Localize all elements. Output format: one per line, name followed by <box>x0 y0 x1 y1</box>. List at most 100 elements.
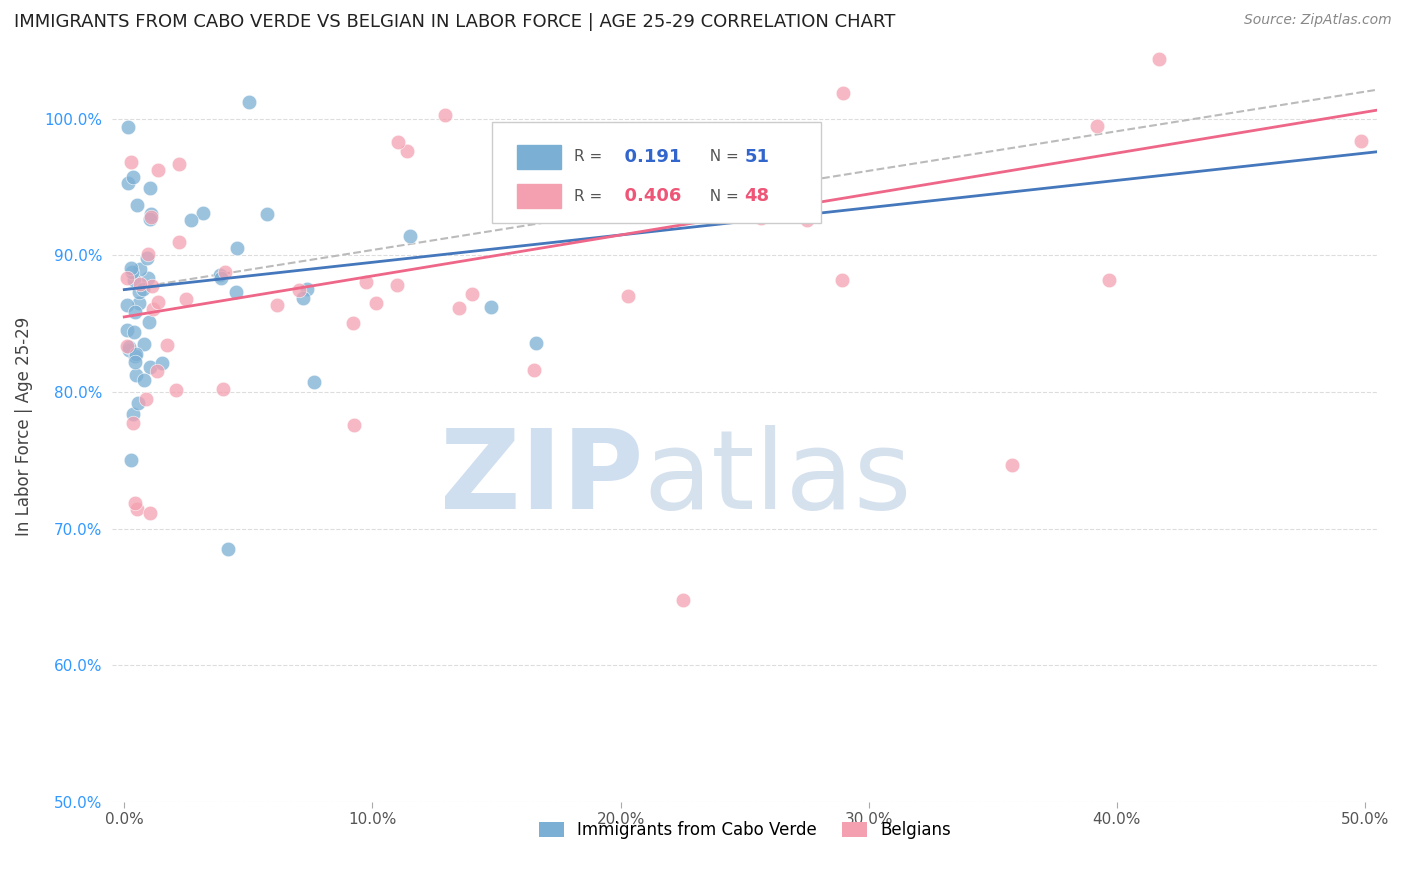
Point <box>139 207 162 221</box>
Point <box>796 212 818 227</box>
Point <box>128 285 150 300</box>
Point <box>434 108 457 122</box>
Point <box>214 265 236 279</box>
Point <box>1085 120 1108 134</box>
Point <box>124 355 146 369</box>
Point <box>226 242 249 256</box>
Point <box>150 356 173 370</box>
Point <box>118 340 141 354</box>
Point <box>115 298 138 312</box>
Point <box>167 235 190 250</box>
Point <box>342 316 364 330</box>
Point <box>134 392 156 406</box>
Point <box>385 278 408 293</box>
Point <box>134 337 156 351</box>
Point <box>125 368 148 382</box>
Point <box>387 136 409 150</box>
Point <box>136 251 159 265</box>
Point <box>136 271 159 285</box>
Text: atlas: atlas <box>644 425 912 533</box>
Text: 51: 51 <box>745 148 769 166</box>
Point <box>1098 273 1121 287</box>
Text: IMMIGRANTS FROM CABO VERDE VS BELGIAN IN LABOR FORCE | AGE 25-29 CORRELATION CHA: IMMIGRANTS FROM CABO VERDE VS BELGIAN IN… <box>14 13 896 31</box>
Point <box>209 271 232 285</box>
Point <box>115 323 138 337</box>
Point <box>142 302 165 317</box>
Text: 0.191: 0.191 <box>612 148 681 166</box>
Point <box>354 275 377 289</box>
Point <box>120 453 142 467</box>
Point <box>167 157 190 171</box>
Text: N =: N = <box>700 189 744 204</box>
Point <box>120 155 142 169</box>
Point <box>523 363 546 377</box>
Point <box>139 212 162 227</box>
Point <box>124 349 146 363</box>
FancyBboxPatch shape <box>492 122 821 223</box>
Point <box>141 278 163 293</box>
Point <box>124 304 146 318</box>
Point <box>115 339 138 353</box>
Point <box>209 268 232 283</box>
Y-axis label: In Labor Force | Age 25-29: In Labor Force | Age 25-29 <box>15 317 32 536</box>
Point <box>396 144 419 158</box>
Point <box>121 265 143 279</box>
Point <box>124 325 146 339</box>
Text: N =: N = <box>700 150 744 164</box>
Point <box>115 270 138 285</box>
Point <box>136 247 159 261</box>
Bar <box>517 185 561 209</box>
Point <box>672 592 695 607</box>
Point <box>1350 134 1372 148</box>
Point <box>212 382 235 396</box>
Point <box>616 289 638 303</box>
Point <box>191 205 214 219</box>
Point <box>120 260 142 275</box>
Point <box>461 287 484 301</box>
Point <box>256 207 278 221</box>
Bar <box>517 145 561 169</box>
Point <box>225 285 247 299</box>
Point <box>124 347 146 361</box>
Point <box>129 261 152 276</box>
Point <box>288 283 311 297</box>
Point <box>165 383 187 397</box>
Point <box>139 210 162 224</box>
Point <box>524 336 547 351</box>
Text: ZIP: ZIP <box>440 425 644 533</box>
Text: 48: 48 <box>745 187 770 205</box>
Point <box>398 229 420 244</box>
Point <box>366 295 388 310</box>
Point <box>304 375 326 389</box>
Point <box>749 211 772 226</box>
Point <box>138 181 160 195</box>
Point <box>1001 458 1024 472</box>
Point <box>831 273 853 287</box>
Point <box>449 301 471 315</box>
Text: R =: R = <box>574 189 607 204</box>
Point <box>128 296 150 310</box>
Point <box>291 291 314 305</box>
Point <box>125 501 148 516</box>
Point <box>139 360 162 375</box>
Point <box>118 343 141 358</box>
Point <box>129 277 152 291</box>
Text: R =: R = <box>574 150 607 164</box>
Point <box>1147 52 1170 66</box>
Point <box>479 300 502 314</box>
Point <box>180 212 202 227</box>
Point <box>127 395 149 409</box>
Point <box>121 407 143 421</box>
Point <box>148 162 170 177</box>
Point <box>122 273 145 287</box>
Point <box>138 315 160 329</box>
Point <box>156 338 179 352</box>
Point <box>266 298 288 312</box>
Point <box>832 86 855 100</box>
Point <box>794 123 817 137</box>
Text: Source: ZipAtlas.com: Source: ZipAtlas.com <box>1244 13 1392 28</box>
Legend: Immigrants from Cabo Verde, Belgians: Immigrants from Cabo Verde, Belgians <box>531 814 957 846</box>
Point <box>654 151 676 165</box>
Point <box>492 160 515 174</box>
Point <box>138 506 160 520</box>
